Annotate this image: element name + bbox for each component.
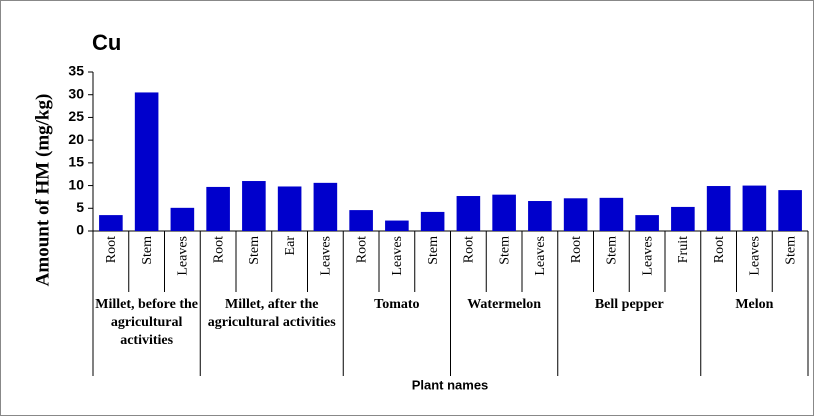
- x-axis-label: Plant names: [412, 377, 489, 392]
- bar: [635, 215, 659, 231]
- group-label: Tomato: [374, 297, 420, 312]
- x-tick-label: Leaves: [390, 236, 405, 276]
- y-tick-label: 15: [68, 154, 84, 170]
- x-tick-label: Root: [354, 236, 369, 263]
- group-label: Millet, after the agricultural activitie…: [207, 297, 336, 330]
- x-tick-label: Ear: [283, 236, 298, 256]
- y-tick-label: 35: [68, 63, 84, 79]
- bar: [99, 215, 123, 231]
- x-tick-label: Stem: [140, 236, 155, 265]
- bar: [313, 182, 338, 231]
- y-axis-label: Amount of HM (mg/kg): [32, 94, 53, 287]
- bar: [742, 185, 767, 231]
- bar: [242, 181, 266, 231]
- x-tick-label: Root: [569, 236, 584, 263]
- bar: [206, 186, 230, 231]
- x-tick-label: Stem: [426, 236, 441, 265]
- bar: [492, 194, 516, 231]
- x-tick-label: Leaves: [640, 236, 655, 276]
- x-tick-label: Leaves: [176, 236, 191, 276]
- x-tick-label: Stem: [247, 236, 262, 265]
- x-tick-label: Root: [211, 236, 226, 263]
- group-label: Bell pepper: [594, 297, 664, 312]
- group-label: Watermelon: [467, 297, 542, 312]
- bar: [420, 211, 445, 231]
- x-tick-label: Stem: [497, 236, 512, 265]
- x-tick-label: Leaves: [748, 236, 763, 276]
- bar: [385, 220, 409, 231]
- y-tick-label: 20: [68, 131, 84, 147]
- y-tick-label: 10: [68, 176, 84, 192]
- y-tick-label: 0: [76, 222, 84, 238]
- y-tick-label: 5: [76, 199, 84, 215]
- x-tick-label: Root: [712, 236, 727, 263]
- x-tick-label: Stem: [605, 236, 620, 265]
- x-tick-label: Leaves: [533, 236, 548, 276]
- x-tick-label: Leaves: [319, 236, 334, 276]
- y-tick-label: 30: [68, 85, 84, 101]
- x-tick-label: Root: [104, 236, 119, 263]
- bar: [170, 207, 195, 231]
- group-label: Millet, before the agricultural activiti…: [95, 297, 198, 348]
- x-tick-label: Root: [462, 236, 477, 263]
- bar: [778, 190, 802, 231]
- bar: [456, 196, 481, 231]
- x-tick-label: Stem: [783, 236, 798, 265]
- bar: [277, 186, 302, 231]
- x-tick-label: Fruit: [676, 236, 691, 263]
- y-tick-label: 25: [68, 108, 84, 124]
- bar: [599, 197, 624, 231]
- bar: [706, 186, 731, 231]
- bar: [528, 201, 552, 231]
- bar: [134, 92, 159, 231]
- bar: [563, 198, 588, 231]
- bar: [671, 206, 695, 231]
- group-label: Melon: [735, 297, 774, 312]
- bar: [349, 210, 373, 231]
- chart-title: Cu: [92, 30, 121, 55]
